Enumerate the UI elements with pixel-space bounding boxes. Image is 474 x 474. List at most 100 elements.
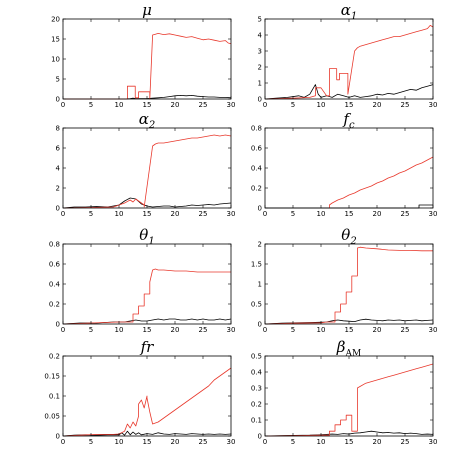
plot-frame: [62, 18, 232, 100]
series-line-red: [264, 363, 434, 437]
panel-2: α1 0 5 10 15 20 25 30 0 1 2 3 4 5: [258, 1, 438, 109]
y-tick-label: 0.2: [251, 185, 262, 193]
x-tick-label: 30: [429, 326, 438, 334]
x-tick-label: 25: [199, 210, 208, 218]
series-line-red: [62, 134, 232, 209]
x-tick-label: 30: [429, 438, 438, 446]
series-line-red: [63, 33, 232, 100]
y-tick-label: 0: [56, 321, 60, 329]
y-tick-label: 0.5: [251, 301, 262, 309]
x-tick-label: 10: [115, 326, 124, 334]
panel-title: α2: [139, 110, 156, 131]
panel-title: α1: [341, 1, 358, 22]
y-tick-label: 0.4: [251, 369, 263, 377]
y-tick-label: 0.2: [251, 401, 262, 409]
x-tick-label: 15: [345, 101, 354, 109]
x-tick-label: 25: [401, 101, 410, 109]
x-tick-label: 25: [401, 210, 410, 218]
x-tick-label: 5: [89, 210, 93, 218]
y-tick-label: 2: [56, 185, 60, 193]
panel-title: βAM: [336, 338, 361, 359]
x-tick-label: 10: [317, 210, 326, 218]
panel-7: fr 0 5 10 15 20 25 30 0 0.05 0.1 0.15 0.2: [44, 338, 235, 446]
series-line-black: [264, 430, 434, 437]
x-tick-label: 20: [171, 210, 180, 218]
panel-8: βAM 0 5 10 15 20 25 30 0 0.1 0.2 0.3 0.4 0.5: [251, 338, 438, 446]
x-tick-label: 5: [291, 210, 295, 218]
y-tick-label: 15: [51, 36, 60, 44]
y-tick-label: 0: [56, 96, 60, 104]
x-tick-label: 15: [143, 101, 152, 109]
x-tick-label: 10: [317, 326, 326, 334]
y-tick-label: 2: [258, 64, 262, 72]
y-tick-label: 0: [258, 96, 262, 104]
x-tick-label: 15: [345, 210, 354, 218]
plot-frame: [62, 127, 232, 209]
x-tick-label: 5: [291, 326, 295, 334]
plot-frame: [62, 243, 232, 325]
y-tick-label: 0.1: [251, 417, 262, 425]
x-tick-label: 20: [373, 210, 382, 218]
series-line-red: [62, 367, 232, 437]
panel-title: fr: [140, 338, 155, 356]
x-tick-label: 15: [143, 326, 152, 334]
plot-frame: [264, 243, 434, 325]
y-tick-label: 0.1: [49, 393, 60, 401]
y-tick-label: 0: [258, 321, 262, 329]
y-tick-label: 4: [258, 32, 263, 40]
panel-1: μ 0 5 10 15 20 25 30 0 5 10 15 20: [51, 1, 235, 109]
x-tick-label: 5: [291, 101, 295, 109]
x-tick-label: 25: [199, 326, 208, 334]
x-tick-label: 0: [263, 326, 267, 334]
panel-4: fc 0 5 10 15 20 25 30 0 0.2 0.4 0.6 0.8: [251, 110, 438, 218]
x-tick-label: 5: [89, 438, 93, 446]
y-tick-label: 0.05: [44, 413, 60, 421]
y-tick-label: 0.2: [49, 301, 60, 309]
y-tick-label: 0: [258, 205, 262, 213]
y-tick-label: 0.6: [49, 261, 61, 269]
x-tick-label: 15: [143, 210, 152, 218]
x-tick-label: 30: [227, 438, 236, 446]
panel-title: θ1: [139, 226, 154, 247]
x-tick-label: 10: [317, 101, 326, 109]
x-tick-label: 20: [373, 438, 382, 446]
y-tick-label: 0.4: [49, 281, 61, 289]
series-line-red: [62, 268, 231, 325]
x-tick-label: 25: [401, 326, 410, 334]
x-tick-label: 0: [61, 326, 65, 334]
x-tick-label: 0: [61, 438, 65, 446]
y-tick-label: 3: [258, 48, 262, 56]
x-tick-label: 5: [89, 326, 93, 334]
x-tick-label: 25: [199, 101, 208, 109]
x-tick-label: 10: [115, 210, 124, 218]
x-tick-label: 0: [61, 210, 65, 218]
panel-3: α2 0 5 10 15 20 25 30 0 2 4 6 8: [56, 110, 236, 218]
x-tick-label: 20: [171, 101, 180, 109]
x-tick-label: 10: [115, 101, 124, 109]
x-tick-label: 20: [171, 326, 180, 334]
x-tick-label: 15: [345, 438, 354, 446]
x-tick-label: 5: [291, 438, 295, 446]
x-tick-label: 20: [373, 326, 382, 334]
y-tick-label: 0: [56, 433, 60, 441]
series-line-black: [62, 430, 232, 437]
y-tick-label: 6: [56, 145, 61, 153]
plot-frame: [264, 127, 434, 209]
y-tick-label: 4: [56, 165, 61, 173]
x-tick-label: 20: [373, 101, 382, 109]
series-line-black: [62, 197, 232, 209]
y-tick-label: 0.6: [251, 145, 263, 153]
y-tick-label: 5: [258, 16, 262, 24]
x-tick-label: 30: [429, 101, 438, 109]
panel-title: θ2: [341, 226, 356, 247]
x-tick-label: 5: [89, 101, 93, 109]
x-tick-label: 20: [171, 438, 180, 446]
series-line-red: [264, 24, 434, 100]
x-tick-label: 0: [263, 438, 267, 446]
y-tick-label: 10: [51, 56, 60, 64]
x-tick-label: 30: [429, 210, 438, 218]
plot-frame: [264, 355, 434, 437]
x-tick-label: 0: [263, 101, 267, 109]
y-tick-label: 2: [258, 241, 262, 249]
